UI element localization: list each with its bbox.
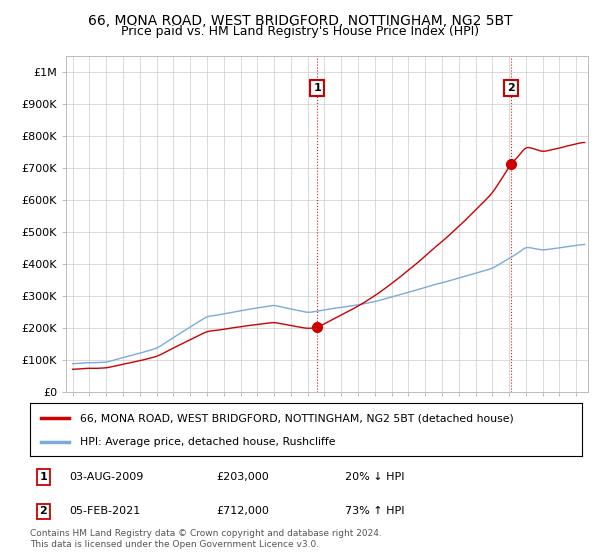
Text: HPI: Average price, detached house, Rushcliffe: HPI: Average price, detached house, Rush… — [80, 436, 335, 446]
Text: 03-AUG-2009: 03-AUG-2009 — [69, 472, 143, 482]
Text: 73% ↑ HPI: 73% ↑ HPI — [345, 506, 404, 516]
Text: £203,000: £203,000 — [216, 472, 269, 482]
Text: Contains HM Land Registry data © Crown copyright and database right 2024.: Contains HM Land Registry data © Crown c… — [30, 529, 382, 538]
Text: 66, MONA ROAD, WEST BRIDGFORD, NOTTINGHAM, NG2 5BT (detached house): 66, MONA ROAD, WEST BRIDGFORD, NOTTINGHA… — [80, 413, 514, 423]
Text: 2: 2 — [507, 83, 514, 93]
Text: Price paid vs. HM Land Registry's House Price Index (HPI): Price paid vs. HM Land Registry's House … — [121, 25, 479, 38]
Text: This data is licensed under the Open Government Licence v3.0.: This data is licensed under the Open Gov… — [30, 540, 319, 549]
Text: 05-FEB-2021: 05-FEB-2021 — [69, 506, 140, 516]
Text: 20% ↓ HPI: 20% ↓ HPI — [345, 472, 404, 482]
Text: 2: 2 — [40, 506, 47, 516]
Text: 1: 1 — [40, 472, 47, 482]
Text: 66, MONA ROAD, WEST BRIDGFORD, NOTTINGHAM, NG2 5BT: 66, MONA ROAD, WEST BRIDGFORD, NOTTINGHA… — [88, 14, 512, 28]
Text: £712,000: £712,000 — [216, 506, 269, 516]
Text: 1: 1 — [314, 83, 322, 93]
